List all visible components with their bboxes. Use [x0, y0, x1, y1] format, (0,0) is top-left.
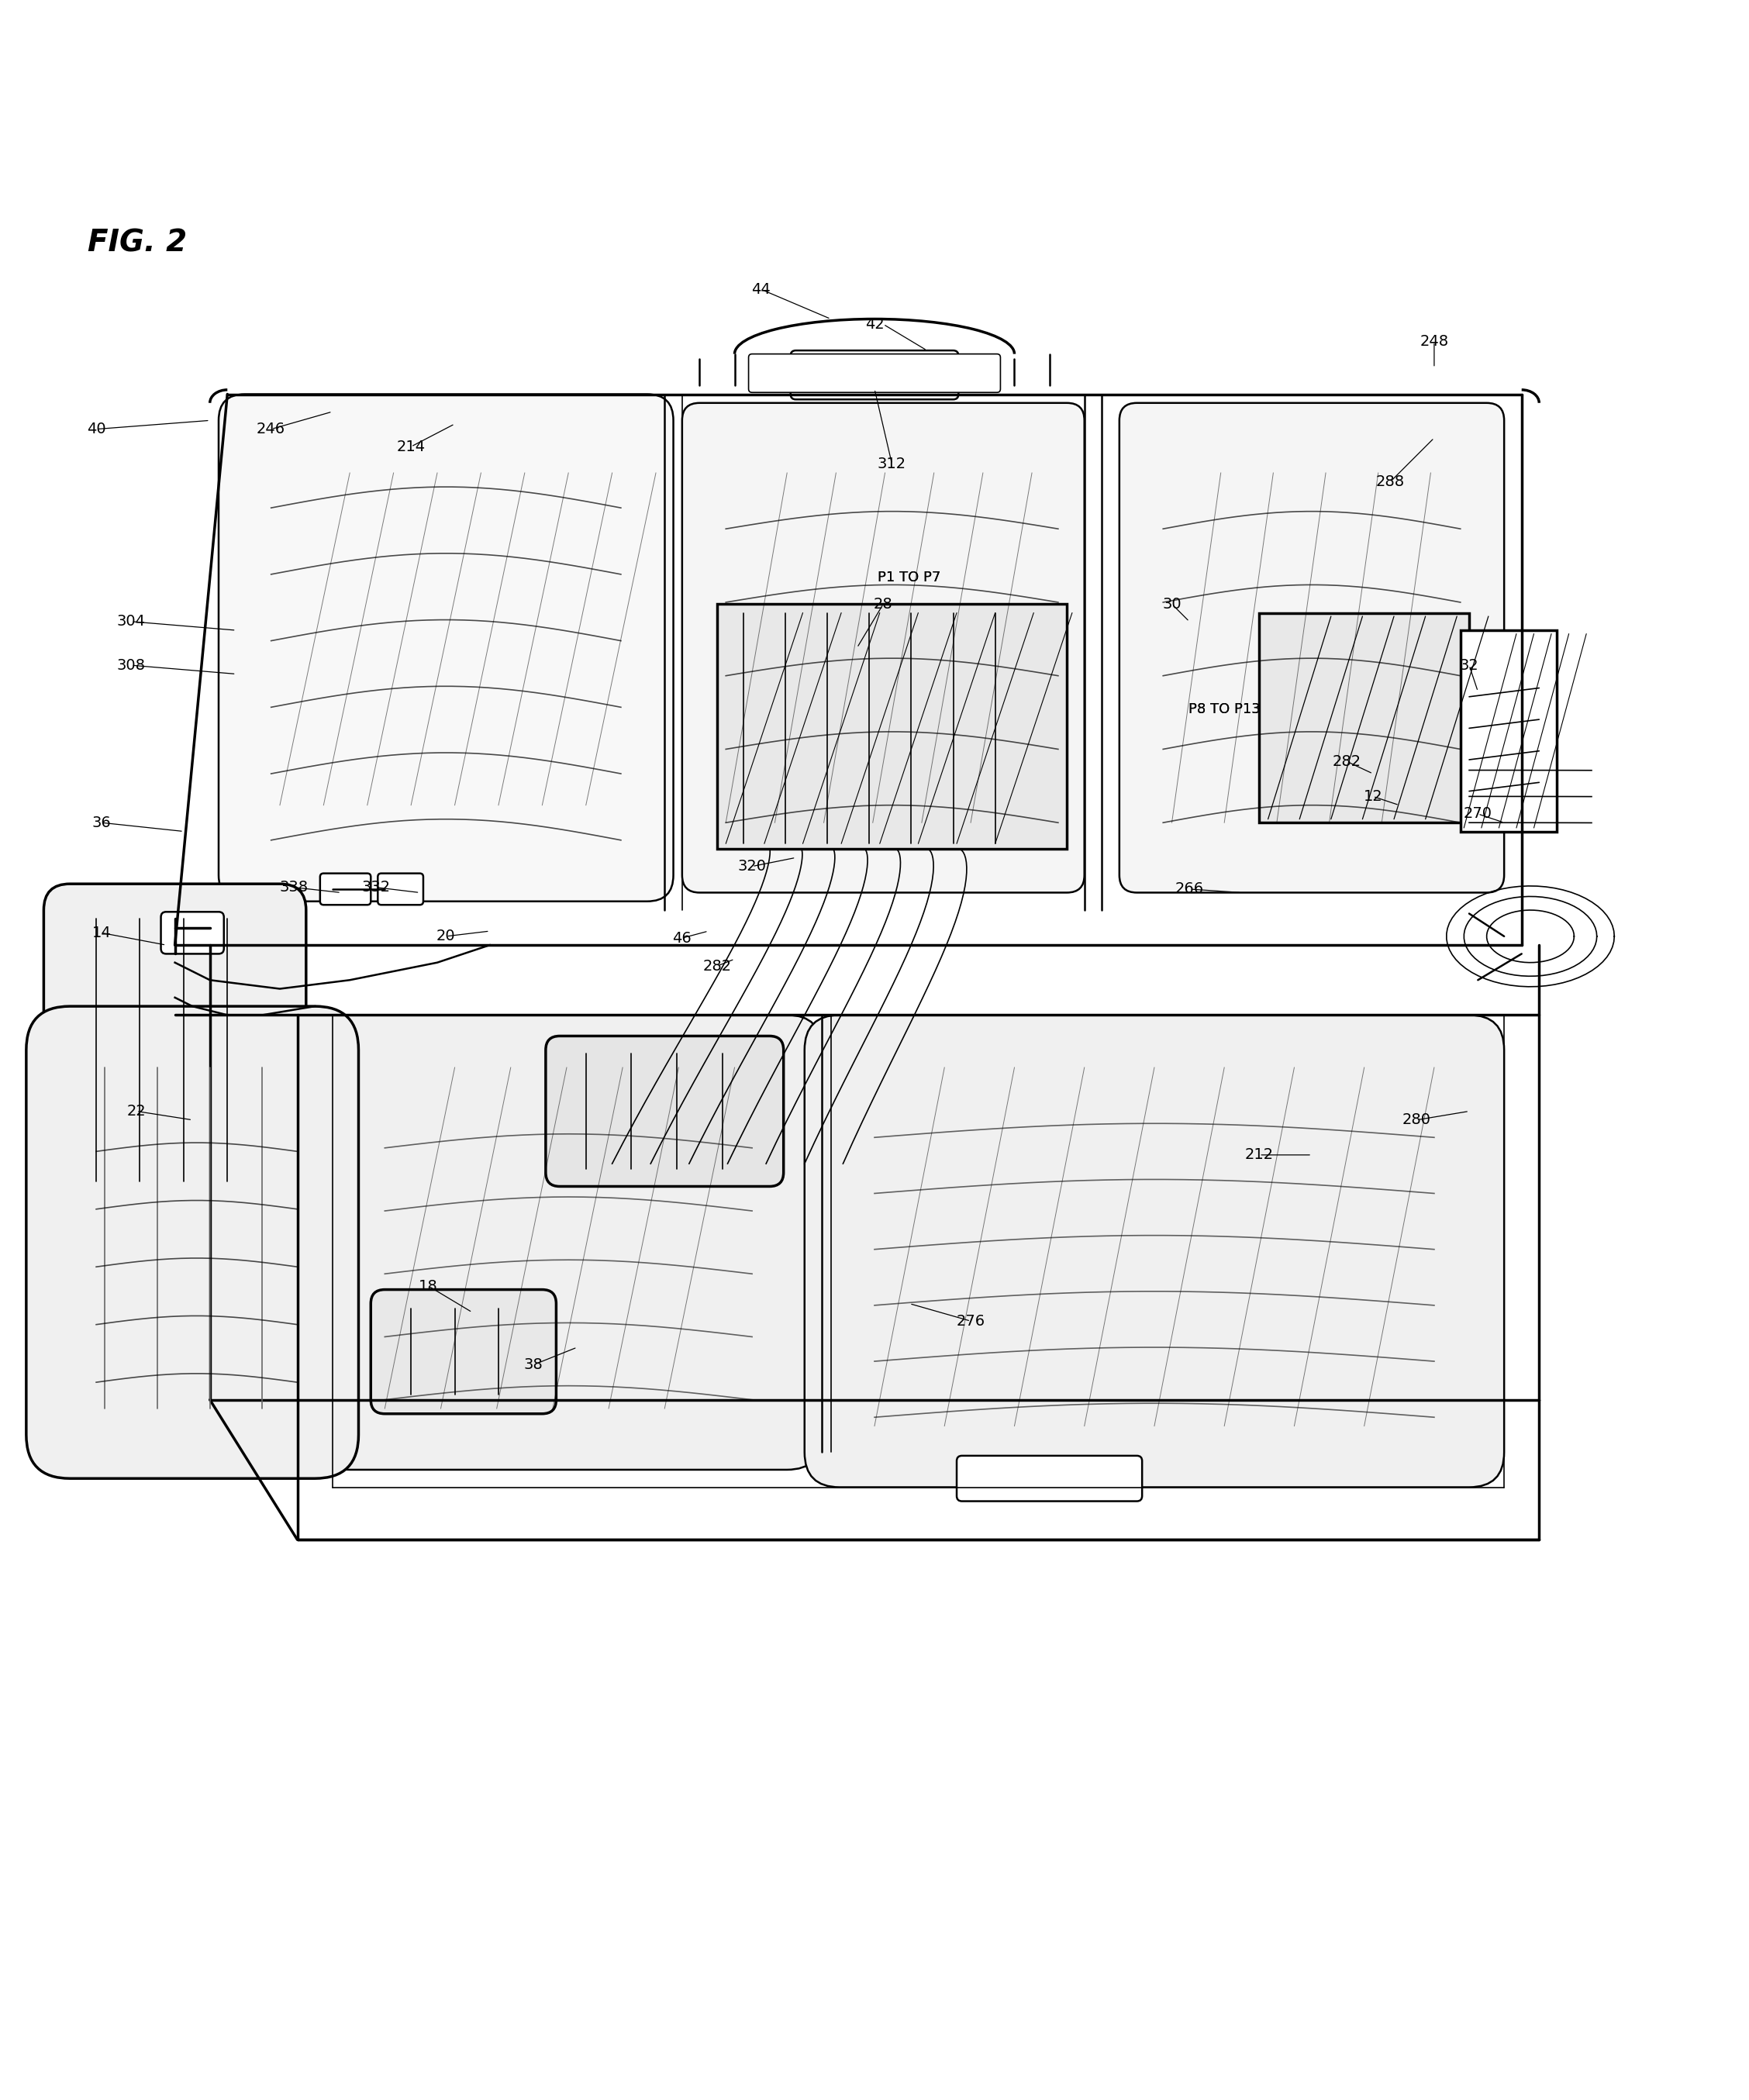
FancyBboxPatch shape: [26, 1006, 359, 1478]
FancyBboxPatch shape: [1259, 613, 1469, 823]
Text: P1 TO P7: P1 TO P7: [878, 571, 941, 584]
Text: 338: 338: [280, 880, 308, 895]
FancyBboxPatch shape: [1119, 403, 1504, 893]
FancyBboxPatch shape: [315, 1014, 822, 1470]
Text: 270: 270: [1464, 806, 1492, 821]
Text: 22: 22: [128, 1105, 145, 1119]
Text: 308: 308: [117, 657, 145, 672]
Text: 312: 312: [878, 458, 906, 472]
Text: 46: 46: [673, 930, 691, 945]
Text: 14: 14: [93, 926, 110, 941]
Text: 266: 266: [1175, 882, 1203, 897]
FancyBboxPatch shape: [44, 884, 306, 1233]
FancyBboxPatch shape: [546, 1035, 784, 1186]
Text: 248: 248: [1420, 334, 1448, 349]
Text: 332: 332: [362, 880, 390, 895]
Text: 246: 246: [257, 422, 285, 437]
Text: 304: 304: [117, 613, 145, 628]
Text: P1 TO P7: P1 TO P7: [878, 571, 941, 584]
Text: 282: 282: [1333, 754, 1361, 769]
Text: 44: 44: [752, 281, 770, 296]
Text: 212: 212: [1245, 1147, 1273, 1161]
FancyBboxPatch shape: [1474, 758, 1530, 817]
Text: 40: 40: [87, 422, 105, 437]
Text: 36: 36: [93, 815, 110, 830]
Text: 12: 12: [1364, 790, 1382, 804]
Text: 280: 280: [1403, 1113, 1431, 1128]
FancyBboxPatch shape: [219, 395, 673, 901]
Text: P8 TO P13: P8 TO P13: [1188, 701, 1261, 716]
Text: 32: 32: [1460, 657, 1478, 672]
Text: 320: 320: [738, 859, 766, 874]
FancyBboxPatch shape: [161, 911, 224, 953]
Text: 18: 18: [420, 1279, 437, 1294]
Text: 28: 28: [874, 596, 892, 611]
FancyBboxPatch shape: [1460, 630, 1557, 832]
Text: 30: 30: [1163, 596, 1181, 611]
FancyBboxPatch shape: [957, 1455, 1142, 1501]
Text: FIG. 2: FIG. 2: [87, 229, 187, 258]
FancyBboxPatch shape: [717, 605, 1067, 848]
FancyBboxPatch shape: [791, 351, 958, 399]
FancyBboxPatch shape: [682, 403, 1084, 893]
Text: 38: 38: [525, 1357, 542, 1371]
FancyBboxPatch shape: [805, 1014, 1504, 1487]
Text: 214: 214: [397, 439, 425, 454]
FancyBboxPatch shape: [1473, 643, 1544, 731]
Text: 288: 288: [1376, 475, 1404, 489]
FancyBboxPatch shape: [371, 1289, 556, 1413]
FancyBboxPatch shape: [378, 874, 423, 905]
FancyBboxPatch shape: [749, 355, 1000, 393]
Text: 20: 20: [437, 928, 455, 943]
Text: 42: 42: [866, 317, 883, 332]
FancyBboxPatch shape: [320, 874, 371, 905]
Text: P8 TO P13: P8 TO P13: [1188, 701, 1261, 716]
Text: 282: 282: [703, 960, 731, 974]
Text: 276: 276: [957, 1315, 985, 1329]
